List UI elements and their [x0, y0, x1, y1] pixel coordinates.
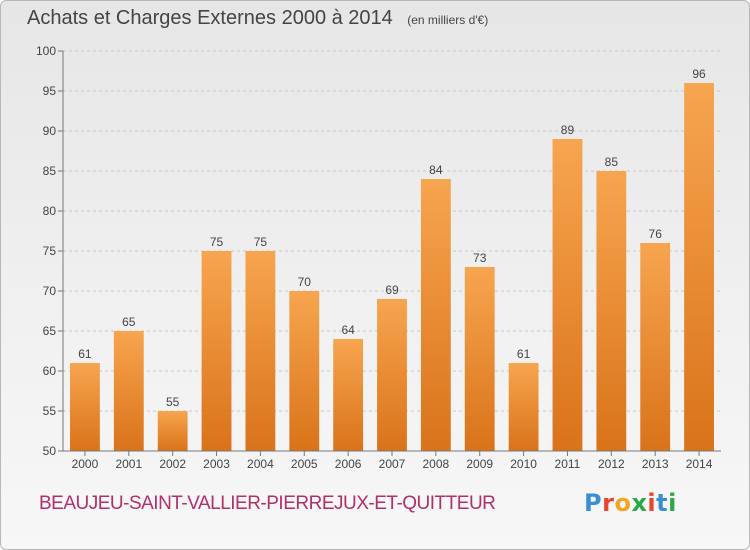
logo-letter: i — [647, 489, 657, 517]
data-label-2006: 64 — [341, 323, 355, 337]
data-label-2001: 65 — [122, 315, 136, 329]
chart-header: Achats et Charges Externes 2000 à 2014 (… — [27, 7, 488, 30]
y-tick-label: 90 — [43, 124, 57, 138]
x-tick-label-2004: 2004 — [247, 457, 274, 471]
data-label-2010: 61 — [517, 347, 531, 361]
bar-2003 — [201, 251, 232, 451]
logo-letter: i — [668, 489, 677, 517]
data-label-2008: 84 — [429, 163, 443, 177]
logo-letter: t — [656, 489, 669, 517]
bar-2005 — [289, 291, 320, 451]
logo-letter: x — [631, 489, 648, 517]
x-tick-label-2012: 2012 — [598, 457, 625, 471]
x-tick-label-2007: 2007 — [379, 457, 406, 471]
data-label-2002: 55 — [166, 395, 180, 409]
bar-2006 — [333, 339, 364, 451]
bar-2002 — [157, 411, 188, 451]
data-label-2005: 70 — [298, 275, 312, 289]
x-tick-label-2003: 2003 — [203, 457, 230, 471]
logo-letter: P — [584, 489, 603, 517]
x-tick-label-2001: 2001 — [115, 457, 142, 471]
y-tick-label: 60 — [43, 364, 57, 378]
logo-letter: o — [614, 489, 632, 517]
commune-name: BEAUJEU-SAINT-VALLIER-PIERREJUX-ET-QUITT… — [39, 493, 496, 514]
data-label-2007: 69 — [385, 283, 399, 297]
bar-2008 — [420, 179, 451, 451]
x-tick-label-2011: 2011 — [555, 457, 581, 471]
y-tick-label: 95 — [43, 84, 57, 98]
x-tick-label-2014: 2014 — [686, 457, 713, 471]
x-tick-label-2013: 2013 — [642, 457, 669, 471]
logo-letter: r — [602, 489, 615, 517]
y-tick-label: 75 — [43, 244, 57, 258]
y-tick-label: 50 — [43, 444, 57, 458]
data-label-2003: 75 — [210, 235, 224, 249]
y-tick-label: 65 — [43, 324, 57, 338]
x-tick-label-2009: 2009 — [466, 457, 493, 471]
bar-2007 — [377, 299, 407, 451]
bar-2011 — [552, 139, 583, 451]
x-tick-label-2005: 2005 — [291, 457, 318, 471]
y-tick-label: 80 — [43, 204, 57, 218]
proxiti-logo[interactable]: Proxiti — [584, 489, 677, 517]
data-label-2000: 61 — [78, 347, 92, 361]
data-label-2014: 96 — [692, 67, 706, 81]
bars — [70, 83, 714, 451]
chart-title: Achats et Charges Externes 2000 à 2014 — [27, 7, 393, 29]
bar-2012 — [596, 171, 627, 451]
x-tick-label-2002: 2002 — [159, 457, 186, 471]
data-label-2004: 75 — [254, 235, 268, 249]
bar-2010 — [508, 363, 539, 451]
data-label-2011: 89 — [561, 123, 575, 137]
y-tick-label: 70 — [43, 284, 57, 298]
bar-2000 — [70, 363, 100, 451]
bar-2001 — [113, 331, 144, 451]
data-label-2009: 73 — [473, 251, 487, 265]
bar-2004 — [245, 251, 276, 451]
y-tick-label: 55 — [43, 404, 57, 418]
y-tick-label: 85 — [43, 164, 57, 178]
chart-subtitle: (en milliers d'€) — [407, 13, 489, 27]
x-tick-label-2008: 2008 — [423, 457, 450, 471]
data-label-2012: 85 — [605, 155, 619, 169]
bar-2013 — [640, 243, 671, 451]
bar-2014 — [684, 83, 714, 451]
axes: 50 55 60 65 70 75 80 85 90 95 100 2000 2001 2002 2003 2… — [36, 44, 721, 471]
x-tick-label-2006: 2006 — [335, 457, 362, 471]
y-tick-label: 100 — [36, 44, 56, 58]
bar-2009 — [464, 267, 495, 451]
x-tick-label-2000: 2000 — [72, 457, 99, 471]
data-label-2013: 76 — [649, 227, 663, 241]
labels: 61 65 55 75 75 70 64 69 84 73 61 89 85 76 96 — [78, 67, 706, 409]
x-tick-label-2010: 2010 — [510, 457, 537, 471]
